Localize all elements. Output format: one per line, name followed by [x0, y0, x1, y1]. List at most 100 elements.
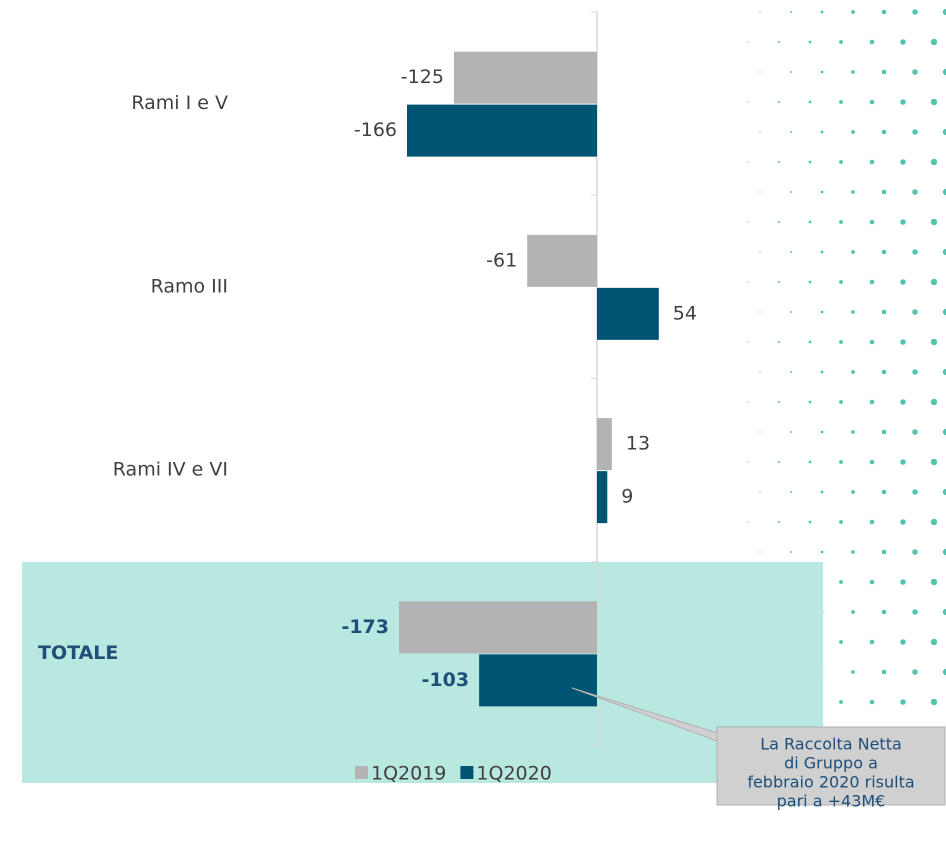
dot	[881, 69, 887, 75]
dot	[912, 489, 918, 495]
value-label: 9	[621, 486, 633, 508]
dot	[778, 221, 780, 223]
dot	[790, 131, 792, 133]
dot	[851, 370, 855, 374]
dot	[747, 41, 749, 43]
dot	[900, 219, 906, 225]
legend-label: 1Q2020	[476, 763, 551, 785]
dot	[851, 430, 855, 434]
dot	[869, 39, 875, 45]
dot	[930, 38, 938, 46]
dot	[851, 670, 855, 674]
dot	[759, 11, 761, 13]
dot	[851, 10, 855, 14]
dot	[839, 400, 843, 404]
dot	[759, 71, 761, 73]
dot	[869, 699, 875, 705]
dot	[820, 310, 824, 314]
dot	[900, 159, 906, 165]
dot	[930, 218, 938, 226]
dot	[930, 518, 938, 526]
dot	[747, 461, 749, 463]
dot	[820, 190, 824, 194]
dot	[900, 99, 906, 105]
dot	[778, 341, 780, 343]
dot	[808, 40, 812, 44]
dot	[759, 251, 761, 253]
dot	[778, 401, 780, 403]
dot	[942, 128, 946, 136]
dot	[778, 461, 780, 463]
dot	[759, 551, 761, 553]
dot	[820, 70, 824, 74]
callout-box	[716, 726, 946, 806]
dot	[900, 579, 906, 585]
dot	[869, 279, 875, 285]
category-label: Rami IV e VI	[113, 459, 228, 481]
dot	[930, 458, 938, 466]
dot	[790, 491, 792, 493]
dot	[869, 219, 875, 225]
dot	[881, 489, 887, 495]
dot	[820, 250, 824, 254]
category-label: TOTALE	[38, 642, 118, 664]
dot	[747, 101, 749, 103]
dot	[869, 639, 875, 645]
dot	[912, 189, 918, 195]
dot	[912, 9, 918, 15]
dot	[839, 100, 843, 104]
callout-text: pari a +43M€	[777, 792, 886, 811]
dot	[808, 100, 812, 104]
value-label: -61	[486, 249, 517, 271]
dot	[747, 221, 749, 223]
dot	[808, 160, 812, 164]
dot	[851, 70, 855, 74]
dot	[912, 129, 918, 135]
dot	[930, 638, 938, 646]
dot	[778, 101, 780, 103]
bar	[479, 654, 597, 707]
value-label: 13	[626, 433, 650, 455]
dot	[912, 429, 918, 435]
dot	[900, 279, 906, 285]
dot	[808, 280, 812, 284]
value-label: -166	[354, 119, 397, 141]
dot	[759, 371, 761, 373]
dot	[747, 341, 749, 343]
dot	[839, 280, 843, 284]
dot	[790, 71, 792, 73]
dot	[942, 548, 946, 556]
highlight-box	[22, 562, 823, 783]
dot	[900, 639, 906, 645]
dot	[900, 699, 906, 705]
dot	[839, 340, 843, 344]
dot	[881, 189, 887, 195]
dot	[851, 130, 855, 134]
dot	[820, 550, 824, 554]
dot	[930, 158, 938, 166]
value-label: -125	[401, 66, 444, 88]
bar	[597, 418, 612, 471]
dot	[930, 278, 938, 286]
dot	[942, 608, 946, 616]
value-label: 54	[673, 302, 697, 324]
dot	[912, 369, 918, 375]
dot	[942, 428, 946, 436]
dot	[930, 398, 938, 406]
dot	[839, 580, 843, 584]
dot	[869, 579, 875, 585]
dot	[790, 11, 792, 13]
dot	[869, 399, 875, 405]
value-label: -173	[341, 616, 389, 638]
callout-text: La Raccolta Netta	[760, 735, 902, 754]
dot	[851, 490, 855, 494]
dot	[839, 220, 843, 224]
dot	[930, 578, 938, 586]
bar	[398, 601, 597, 654]
dot	[942, 308, 946, 316]
dot	[881, 669, 887, 675]
value-label: -103	[422, 669, 470, 691]
bar	[597, 471, 608, 524]
dot	[900, 459, 906, 465]
